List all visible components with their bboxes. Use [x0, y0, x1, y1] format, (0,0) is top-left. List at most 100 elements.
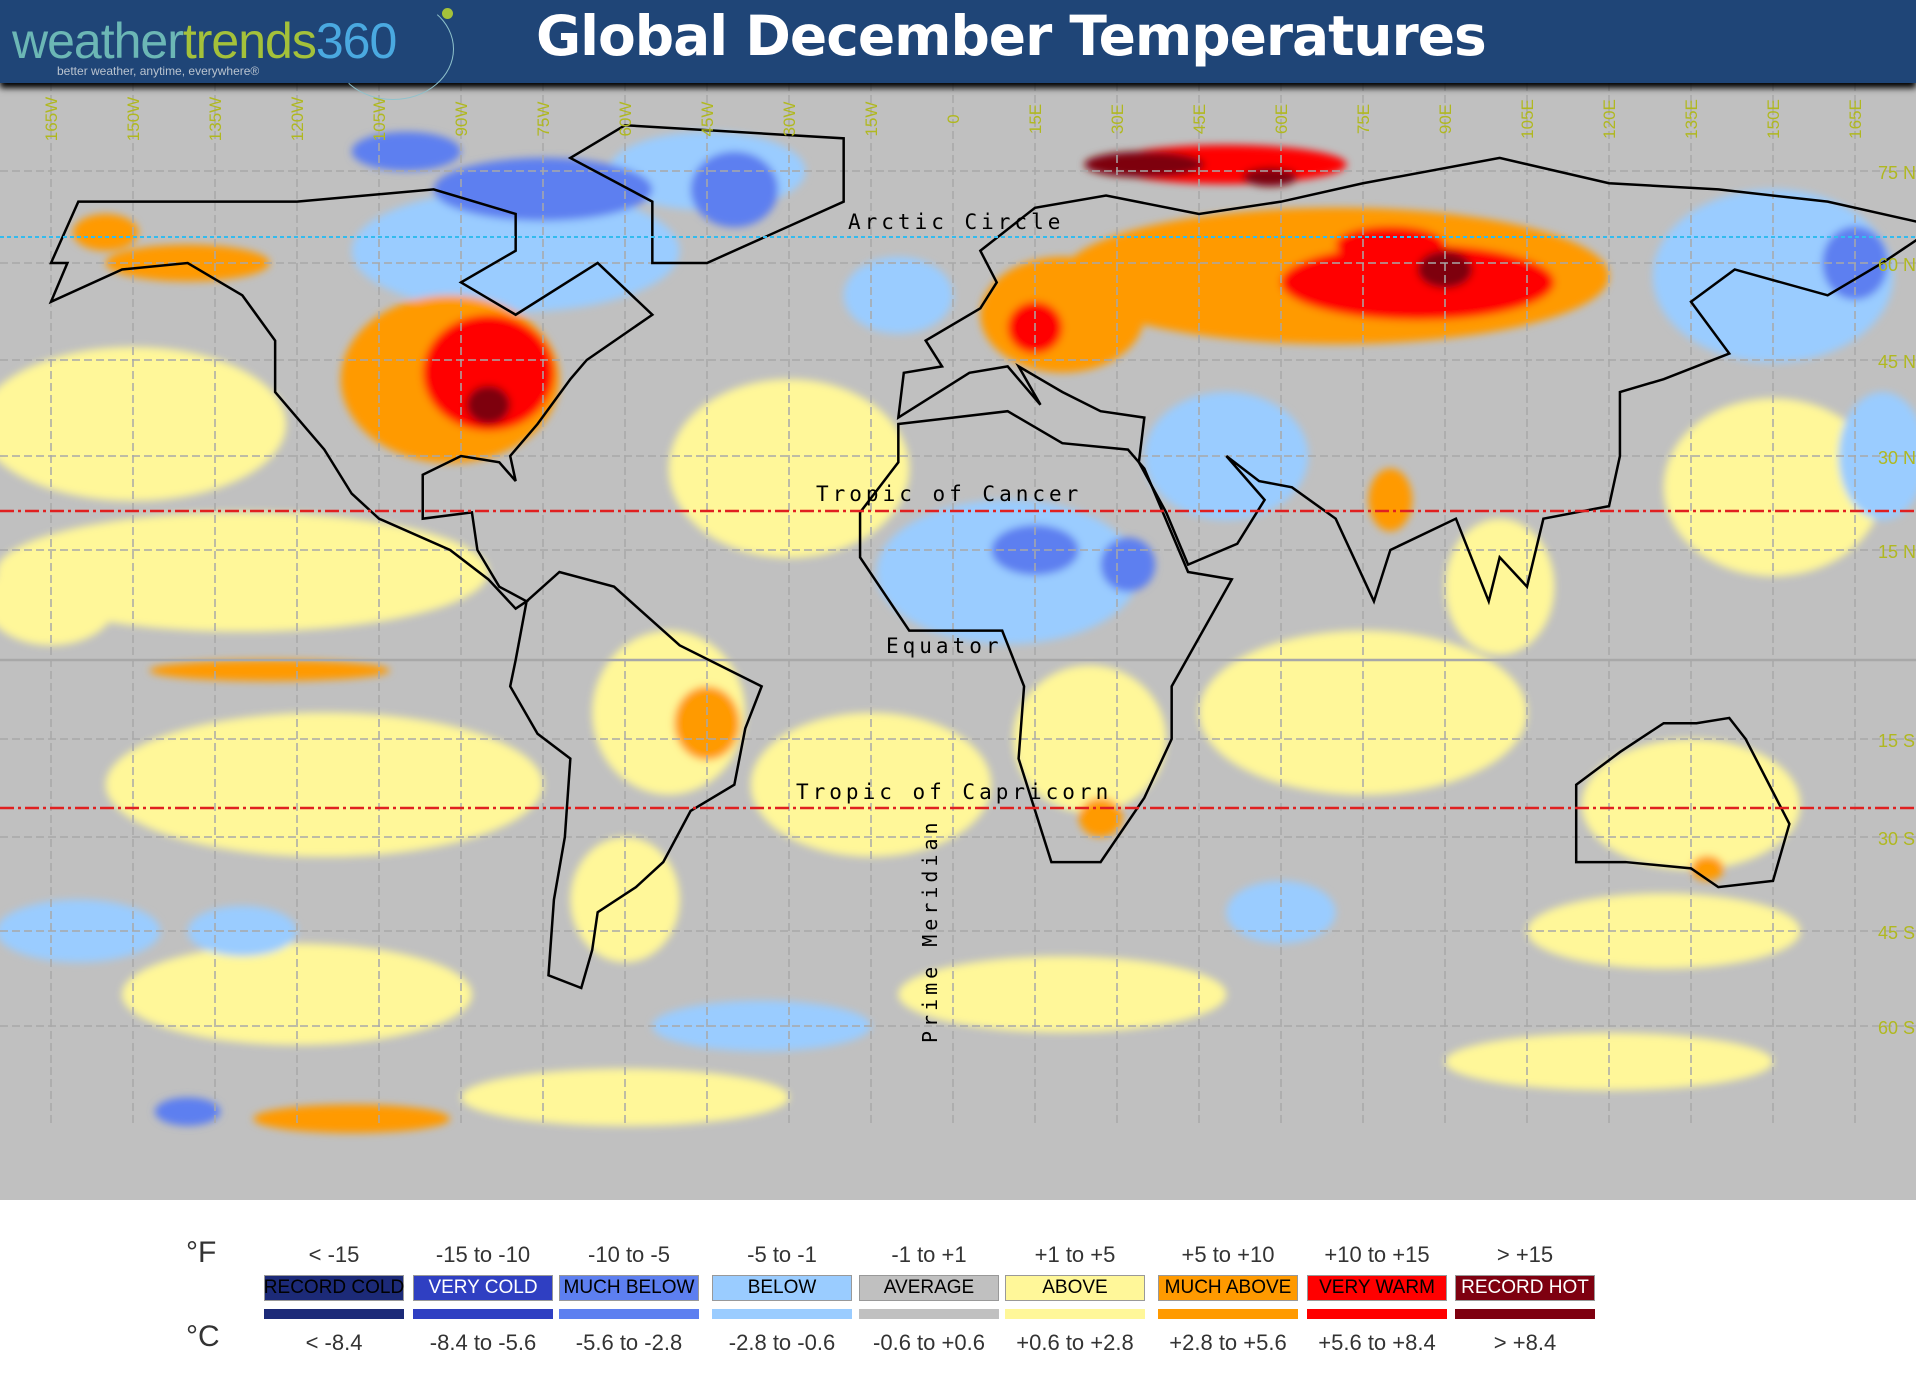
temperature-anomaly-map: Arctic Circle Tropic of Cancer Equator T… — [0, 83, 1916, 1200]
legend-swatch — [859, 1275, 999, 1301]
anomaly-region — [1663, 398, 1883, 577]
legend-f-range: -10 to -5 — [588, 1242, 670, 1267]
header: weathertrends360 better weather, anytime… — [0, 0, 1916, 100]
longitude-label: 150E — [1764, 99, 1783, 139]
longitude-label: 15W — [862, 102, 881, 137]
longitude-label: 75W — [534, 102, 553, 137]
anomaly-region — [0, 512, 489, 632]
legend-category-label: VERY WARM — [1319, 1277, 1435, 1298]
legend-category-label: MUCH BELOW — [563, 1277, 695, 1298]
legend-swatch — [1005, 1275, 1145, 1301]
continent-outline — [48, 188, 655, 611]
legend-swatch-thin — [413, 1309, 553, 1319]
anomaly-region — [1100, 537, 1156, 592]
legend-swatch-thin — [1307, 1309, 1447, 1319]
legend-category-label: RECORD HOT — [1461, 1277, 1589, 1298]
arctic-circle-label: Arctic Circle — [848, 210, 1064, 234]
continent-outline — [508, 570, 764, 990]
legend-f-range: +10 to +15 — [1324, 1242, 1430, 1267]
legend-category-label: ABOVE — [1042, 1277, 1108, 1298]
reference-lines: Arctic Circle Tropic of Cancer Equator T… — [0, 210, 1916, 1043]
latitude-label: 45 N — [1878, 352, 1916, 372]
longitude-label: 45E — [1190, 104, 1209, 134]
longitude-label: 105E — [1518, 99, 1537, 139]
longitude-label: 90W — [452, 102, 471, 137]
logo-dot-icon — [442, 8, 453, 19]
anomaly-region — [1084, 151, 1205, 178]
anomaly-region — [1691, 855, 1724, 881]
longitude-label: 135E — [1682, 99, 1701, 139]
longitude-label: 90E — [1436, 104, 1455, 134]
latitude-label: 60 N — [1878, 255, 1916, 275]
anomaly-region — [351, 131, 462, 171]
fahrenheit-unit: °F — [186, 1236, 217, 1269]
legend-f-range: < -15 — [308, 1242, 360, 1267]
legend-c-range: -5.6 to -2.8 — [575, 1330, 683, 1355]
logo-part: trends — [182, 13, 317, 69]
anomaly-region — [72, 213, 139, 251]
legend-f-range: -15 to -10 — [435, 1242, 531, 1267]
logo-ring-icon — [332, 0, 454, 100]
anomaly-region — [422, 314, 554, 431]
longitude-label: 135W — [206, 97, 225, 141]
anomaly-region — [149, 660, 390, 682]
anomaly-region — [690, 151, 779, 228]
longitude-label: 75E — [1354, 104, 1373, 134]
longitude-label: 30E — [1108, 104, 1127, 134]
graticule — [0, 83, 1916, 1123]
legend-swatch-thin — [1455, 1309, 1595, 1319]
weathertrends360-logo[interactable]: weathertrends360 better weather, anytime… — [12, 0, 454, 100]
longitude-label: 165E — [1846, 99, 1865, 139]
longitude-label: 0 — [944, 114, 963, 123]
legend-category-label: VERY COLD — [428, 1277, 538, 1298]
legend-c-range: -0.6 to +0.6 — [873, 1330, 985, 1355]
longitude-label: 30W — [780, 102, 799, 137]
anomaly-region — [0, 557, 117, 646]
legend-c-range: +2.8 to +5.6 — [1169, 1330, 1287, 1355]
latitude-label: 45 S — [1878, 923, 1915, 943]
anomaly-region — [1242, 167, 1298, 187]
longitude-label: 105W — [370, 97, 389, 141]
longitude-label: 60W — [616, 102, 635, 137]
anomaly-region — [1368, 468, 1413, 532]
continent-outline — [567, 123, 845, 265]
longitude-labels: 165W 150W 135W 120W 105W 90W 75W 60W 45W 30W 15W 0 1… — [42, 97, 1865, 141]
latitude-label: 75 N — [1878, 163, 1916, 183]
anomaly-region — [980, 256, 1145, 373]
anomaly-region — [122, 943, 472, 1045]
legend-category-label: RECORD COLD — [263, 1277, 405, 1298]
longitude-label: 120W — [288, 97, 307, 141]
longitude-label: 165W — [42, 97, 61, 141]
anomaly-region — [154, 1097, 221, 1126]
legend-swatch — [1307, 1275, 1447, 1301]
legend-swatch-thin — [712, 1309, 852, 1319]
anomaly-region — [843, 256, 953, 334]
legend-swatch — [712, 1275, 852, 1301]
anomaly-region — [105, 712, 543, 857]
legend-c-range: > +8.4 — [1493, 1330, 1557, 1355]
anomaly-region — [466, 385, 511, 424]
logo-part: weather — [12, 13, 184, 69]
longitude-label: 15E — [1026, 104, 1045, 134]
anomaly-region — [1013, 665, 1167, 813]
legend-c-range: +5.6 to +8.4 — [1318, 1330, 1436, 1355]
continent-outline — [858, 409, 1234, 864]
latitude-labels: 75 N 60 N 45 N 30 N 15 N 15 S 30 S 45 S 60 S — [1878, 163, 1916, 1038]
legend-category-label: BELOW — [747, 1277, 817, 1298]
legend-c-range: -8.4 to -5.6 — [429, 1330, 537, 1355]
legend-swatch-thin — [1005, 1309, 1145, 1319]
coastlines — [48, 123, 1916, 990]
logo-tagline: better weather, anytime, everywhere® — [57, 64, 260, 78]
anomaly-region — [253, 1104, 451, 1133]
legend-swatch-thin — [264, 1309, 404, 1319]
latitude-label: 30 N — [1878, 448, 1916, 468]
anomaly-region — [898, 956, 1227, 1033]
page-title: Global December Temperatures — [536, 4, 1487, 68]
logo-wordmark: weathertrends360 — [12, 12, 397, 70]
continent-outline — [896, 156, 1916, 606]
latitude-label: 30 S — [1878, 829, 1915, 849]
equator-label: Equator — [886, 634, 1003, 658]
tropic-of-capricorn-label: Tropic of Capricorn — [796, 780, 1112, 804]
legend-swatch-thin — [1158, 1309, 1298, 1319]
latitude-label: 15 S — [1878, 731, 1915, 751]
